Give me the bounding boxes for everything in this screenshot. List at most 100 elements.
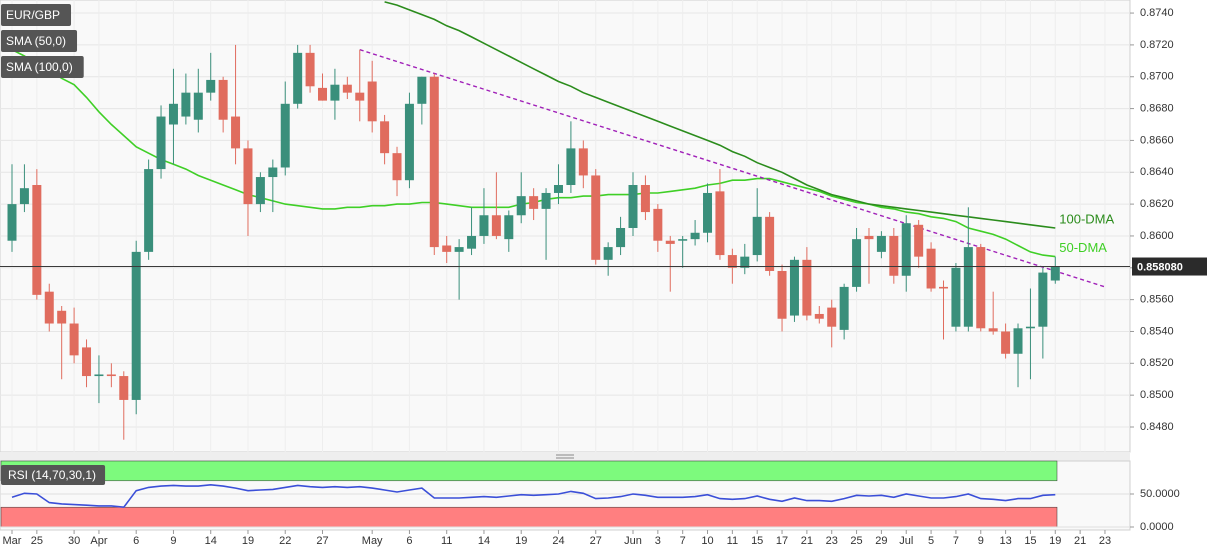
legend-box[interactable] [1, 56, 84, 78]
x-tick-label: 19 [515, 535, 527, 547]
candle-body [603, 247, 613, 260]
legend-label: SMA (100,0) [6, 60, 73, 74]
x-tick-label: Apr [90, 535, 107, 547]
candle-body [231, 116, 241, 149]
candle-body [951, 267, 961, 327]
x-tick-label: Mar [3, 535, 22, 547]
candle-body [355, 92, 365, 101]
y-tick-label: 0.8740 [1140, 7, 1174, 19]
candle-body [206, 79, 216, 93]
x-tick-label: 15 [751, 535, 763, 547]
candle-body [765, 216, 775, 271]
line-annotation: 50-DMA [1059, 240, 1107, 255]
candle-body [1038, 272, 1048, 327]
candle-body [566, 148, 576, 186]
line-annotation: 100-DMA [1059, 211, 1114, 226]
candle-body [491, 215, 501, 236]
legend-box[interactable] [1, 30, 78, 52]
candle-body [516, 196, 526, 216]
candle-body [827, 307, 837, 327]
pane-separator[interactable] [0, 452, 1130, 461]
x-tick-label: 23 [826, 535, 838, 547]
candle-body [939, 286, 948, 289]
legend-label: EUR/GBP [6, 8, 60, 22]
candle-body [144, 169, 154, 252]
candle-body [429, 76, 439, 248]
x-tick-label: 22 [279, 535, 291, 547]
rsi-legend-label: RSI (14,70,30,1) [8, 468, 96, 482]
rsi-band [0, 506, 1058, 528]
candle-body [553, 185, 563, 193]
candle-body [715, 191, 725, 256]
y-tick-label: 0.8600 [1140, 230, 1174, 242]
candle-body [193, 92, 203, 120]
candle-body [504, 215, 514, 240]
candle-body [380, 121, 390, 154]
x-tick-label: 25 [850, 535, 862, 547]
rsi-tick-label: 50.0000 [1140, 488, 1180, 500]
candle-body [628, 185, 638, 228]
candle-body [367, 81, 377, 122]
legend-box[interactable] [1, 4, 72, 26]
last-price-label: 0.858080 [1137, 261, 1183, 273]
candle-body [864, 235, 874, 240]
x-tick-label: 25 [31, 535, 43, 547]
candle-body [293, 52, 303, 104]
x-tick-label: 9 [170, 535, 176, 547]
y-tick-label: 0.8660 [1140, 134, 1174, 146]
x-tick-label: May [362, 535, 383, 547]
candle-body [442, 245, 452, 252]
candle-body [690, 232, 700, 240]
candle-body [82, 347, 92, 377]
x-tick-label: 15 [1024, 535, 1036, 547]
x-tick-label: 23 [1099, 535, 1111, 547]
candle-body [131, 251, 141, 400]
candle-body [914, 224, 924, 257]
x-tick-label: Jul [899, 535, 913, 547]
y-tick-label: 0.8700 [1140, 71, 1174, 83]
candle-body [889, 235, 899, 276]
y-tick-label: 0.8480 [1140, 421, 1174, 433]
candle-body [926, 248, 936, 289]
candle-body [616, 227, 626, 248]
candle-body [578, 148, 588, 176]
rsi-legend-box[interactable] [1, 465, 106, 485]
y-tick-label: 0.8680 [1140, 102, 1174, 114]
candle-body [106, 374, 116, 377]
candle-body [330, 84, 340, 101]
candle-body [156, 116, 166, 170]
x-tick-label: 14 [478, 535, 490, 547]
legend-label: SMA (50,0) [6, 34, 66, 48]
candle-body [876, 235, 886, 252]
x-tick-label: 3 [655, 535, 661, 547]
candle-body [268, 167, 278, 178]
rsi-tick-label: 0.0000 [1140, 521, 1174, 533]
x-tick-label: 6 [133, 535, 139, 547]
candle-body [752, 216, 762, 256]
x-tick-label: 17 [776, 535, 788, 547]
x-tick-label: 7 [680, 535, 686, 547]
x-tick-label: 27 [316, 535, 328, 547]
candle-body [19, 188, 29, 205]
plot-area [0, 0, 1131, 453]
candle-body [678, 239, 688, 241]
candle-body [417, 76, 427, 104]
candle-body [280, 103, 290, 168]
rsi-band [0, 460, 1058, 482]
candle-body [181, 92, 191, 117]
candle-body [988, 328, 998, 332]
candle-body [7, 204, 17, 241]
y-tick-label: 0.8500 [1140, 389, 1174, 401]
x-tick-label: 10 [701, 535, 713, 547]
last-price-box [1132, 257, 1207, 276]
candle-body [640, 185, 650, 213]
candle-body [255, 177, 265, 205]
candle-body [852, 239, 862, 287]
y-tick-label: 0.8720 [1140, 39, 1174, 51]
candle-body [94, 374, 104, 377]
candle-body [529, 196, 539, 209]
candle-body [740, 256, 750, 268]
rsi-line [11, 483, 1056, 509]
